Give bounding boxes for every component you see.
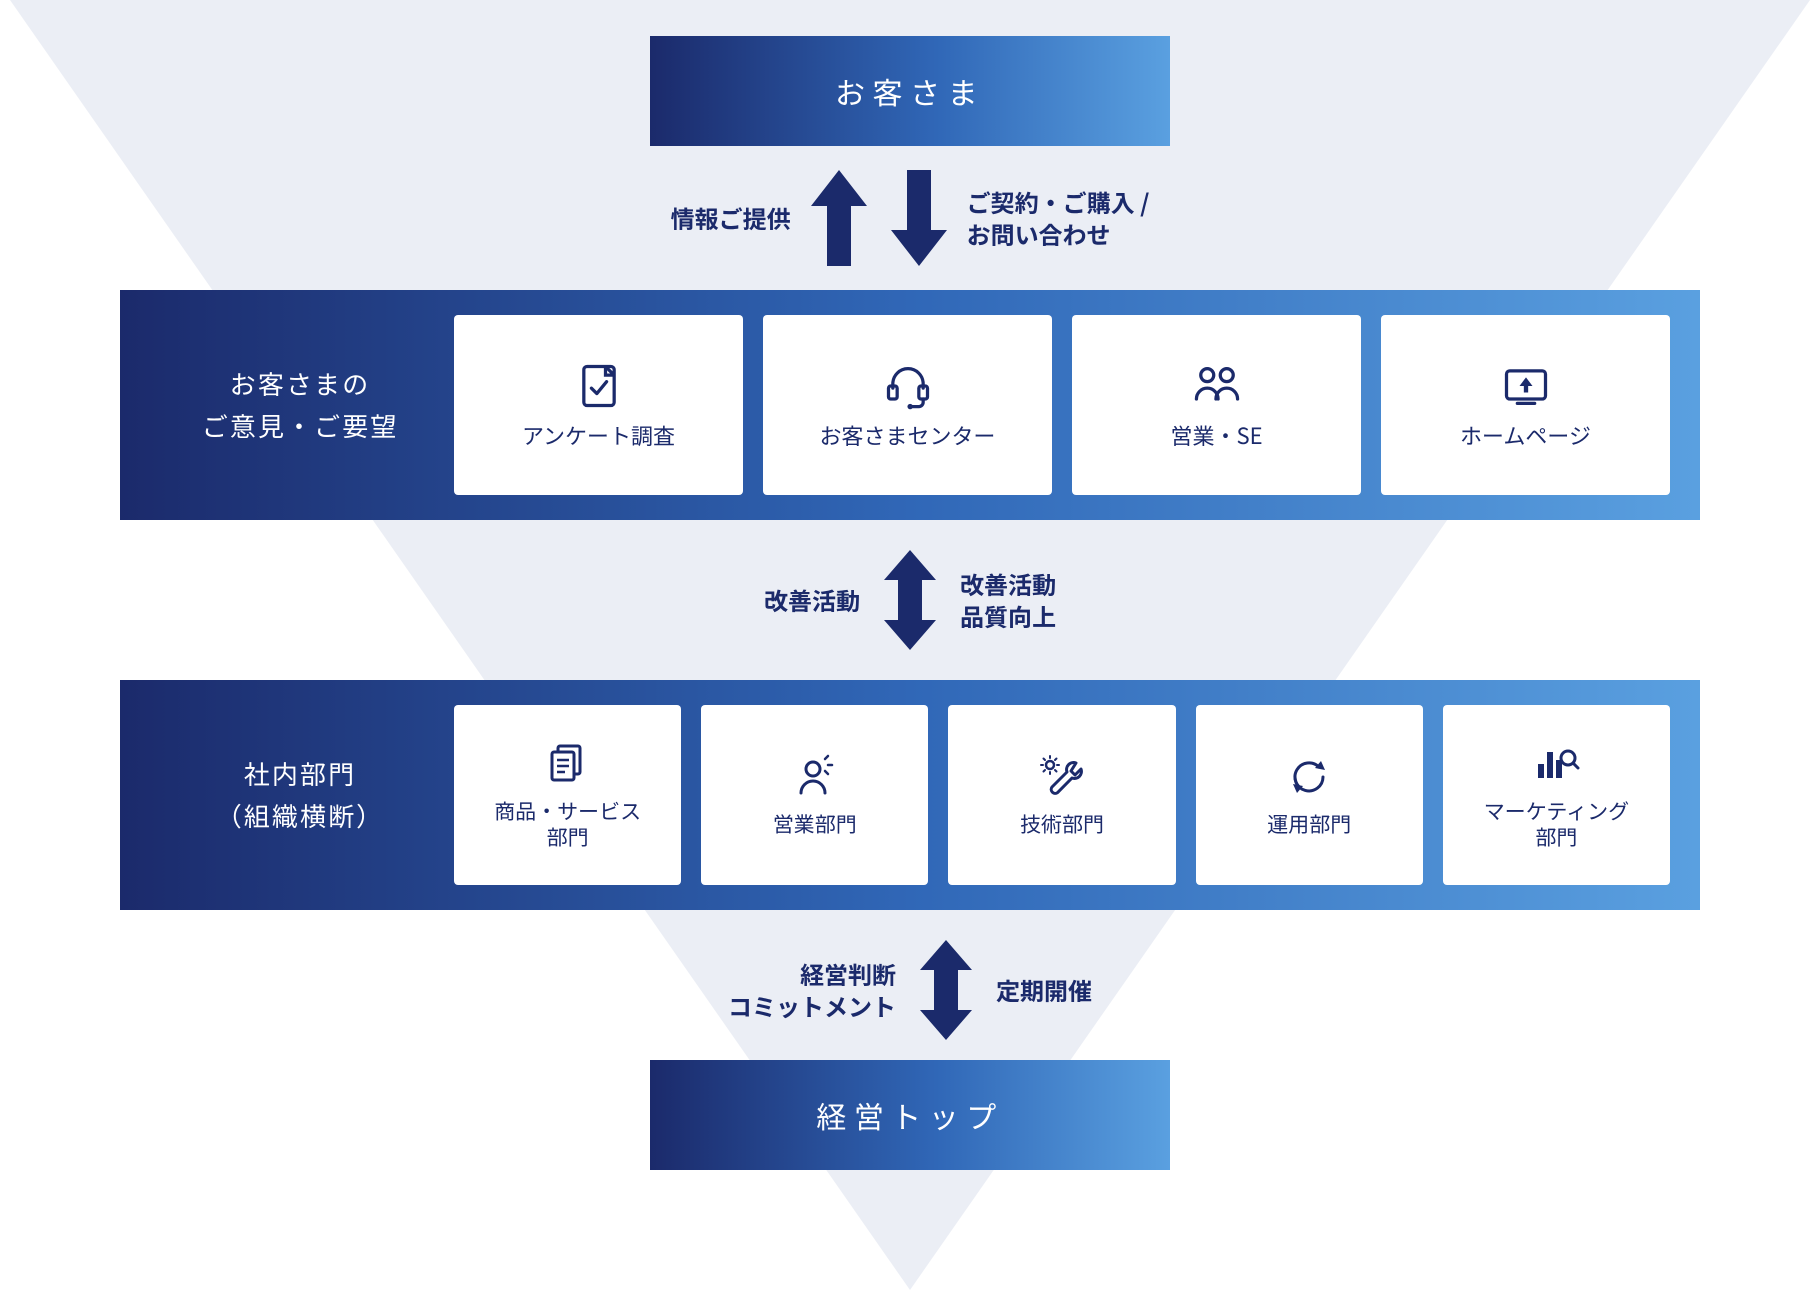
arrows-row-3: 経営判断 コミットメント 定期開催 bbox=[0, 940, 1820, 1040]
card-sales-se-label: 営業・SE bbox=[1170, 422, 1262, 450]
arrow-updown-icon bbox=[916, 940, 976, 1040]
arrow2-right-label: 改善活動 品質向上 bbox=[960, 568, 1056, 633]
arrow1-left-label: 情報ご提供 bbox=[671, 202, 791, 234]
wrench-gear-icon bbox=[1038, 753, 1086, 801]
feedback-band: お客さまの ご意見・ご要望 アンケート調査 お客さまセンター 営業・SE ホーム… bbox=[120, 290, 1700, 520]
card-homepage-label: ホームページ bbox=[1460, 422, 1591, 450]
card-tech-dept-label: 技術部門 bbox=[1020, 811, 1104, 837]
feedback-cards: アンケート調査 お客さまセンター 営業・SE ホームページ bbox=[454, 315, 1670, 495]
card-callcenter-label: お客さまセンター bbox=[819, 422, 995, 450]
arrows-row-2: 改善活動 改善活動 品質向上 bbox=[0, 550, 1820, 650]
card-sales-dept: 営業部門 bbox=[701, 705, 928, 885]
feedback-band-title: お客さまの ご意見・ご要望 bbox=[170, 363, 430, 446]
homepage-icon bbox=[1500, 360, 1552, 412]
card-marketing-dept-label: マーケティング 部門 bbox=[1484, 798, 1629, 851]
card-ops-dept-label: 運用部門 bbox=[1267, 811, 1351, 837]
docs-icon bbox=[544, 740, 592, 788]
top-customer-bar: お客さま bbox=[650, 36, 1170, 146]
card-callcenter: お客さまセンター bbox=[763, 315, 1052, 495]
departments-cards: 商品・サービス 部門 営業部門 技術部門 運用部門 マーケティング 部門 bbox=[454, 705, 1670, 885]
arrow-updown-icon bbox=[880, 550, 940, 650]
people-icon bbox=[1191, 360, 1243, 412]
bottom-management-label: 経営トップ bbox=[816, 1093, 1004, 1137]
arrows-row-1: 情報ご提供 ご契約・ご購入 / お問い合わせ bbox=[0, 170, 1820, 266]
card-ops-dept: 運用部門 bbox=[1196, 705, 1423, 885]
departments-band-title: 社内部門 （組織横断） bbox=[170, 753, 430, 836]
card-survey-label: アンケート調査 bbox=[522, 422, 675, 450]
survey-icon bbox=[573, 360, 625, 412]
card-product-service-label: 商品・サービス 部門 bbox=[494, 798, 641, 851]
arrow-up-icon bbox=[811, 170, 867, 266]
arrow2-left-label: 改善活動 bbox=[764, 584, 860, 616]
arrow1-right-label: ご契約・ご購入 / お問い合わせ bbox=[967, 186, 1150, 251]
card-sales-se: 営業・SE bbox=[1072, 315, 1361, 495]
cycle-icon bbox=[1285, 753, 1333, 801]
person-spark-icon bbox=[791, 753, 839, 801]
card-product-service: 商品・サービス 部門 bbox=[454, 705, 681, 885]
card-marketing-dept: マーケティング 部門 bbox=[1443, 705, 1670, 885]
arrow3-left-label: 経営判断 コミットメント bbox=[728, 958, 896, 1023]
arrow3-right-label: 定期開催 bbox=[996, 974, 1092, 1006]
card-tech-dept: 技術部門 bbox=[948, 705, 1175, 885]
card-sales-dept-label: 営業部門 bbox=[773, 811, 857, 837]
departments-band: 社内部門 （組織横断） 商品・サービス 部門 営業部門 技術部門 運用部門 マー… bbox=[120, 680, 1700, 910]
headset-icon bbox=[882, 360, 934, 412]
arrow-down-icon bbox=[891, 170, 947, 266]
chart-search-icon bbox=[1532, 740, 1580, 788]
bottom-management-bar: 経営トップ bbox=[650, 1060, 1170, 1170]
card-survey: アンケート調査 bbox=[454, 315, 743, 495]
card-homepage: ホームページ bbox=[1381, 315, 1670, 495]
top-customer-label: お客さま bbox=[835, 69, 985, 113]
